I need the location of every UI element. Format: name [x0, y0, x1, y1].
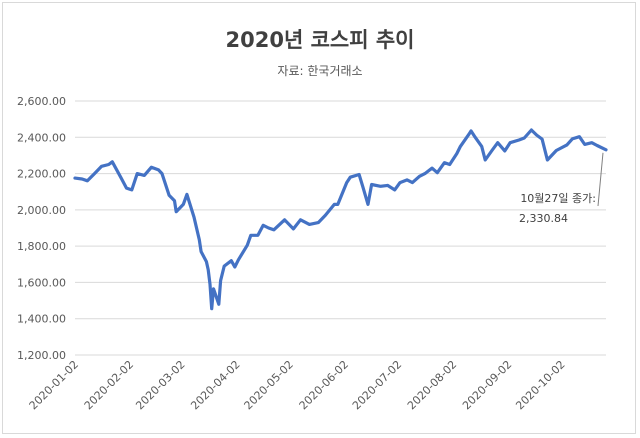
x-tick-label: 2020-07-02: [350, 358, 404, 412]
x-tick-label: 2020-08-02: [405, 358, 459, 412]
chart-frame: [2, 2, 636, 434]
y-tick-label: 2,000.00: [17, 204, 66, 217]
x-tick-label: 2020-10-02: [513, 358, 567, 412]
chart-subtitle: 자료: 한국거래소: [277, 64, 363, 78]
y-tick-label: 1,600.00: [17, 276, 66, 289]
x-tick-label: 2020-04-02: [188, 358, 242, 412]
x-tick-label: 2020-06-02: [297, 358, 351, 412]
x-tick-label: 2020-02-02: [82, 358, 136, 412]
annotation-group: 10월27일 종가: 2,330.84: [519, 152, 604, 225]
x-tick-label: 2020-09-02: [460, 358, 514, 412]
x-tick-label: 2020-03-02: [133, 358, 187, 412]
annotation-value: 2,330.84: [519, 212, 568, 225]
y-axis: 1,200.00 1,400.00 1,600.00 1,800.00 2,000.00…: [17, 95, 66, 362]
y-tick-label: 1,200.00: [17, 349, 66, 362]
gridlines: [75, 100, 606, 356]
chart-title: 2020년 코스피 추이: [225, 28, 415, 52]
y-tick-label: 2,400.00: [17, 131, 66, 144]
y-tick-label: 2,600.00: [17, 95, 66, 108]
series-line: [73, 128, 608, 311]
annotation-leader-line: [597, 152, 604, 207]
annotation-label: 10월27일 종가:: [520, 191, 596, 205]
y-tick-label: 1,400.00: [17, 313, 66, 326]
series-group: [73, 128, 608, 311]
x-tick-label: 2020-05-02: [242, 358, 296, 412]
y-tick-label: 1,800.00: [17, 240, 66, 253]
x-tick-label: 2020-01-02: [27, 358, 81, 412]
y-tick-label: 2,200.00: [17, 168, 66, 181]
